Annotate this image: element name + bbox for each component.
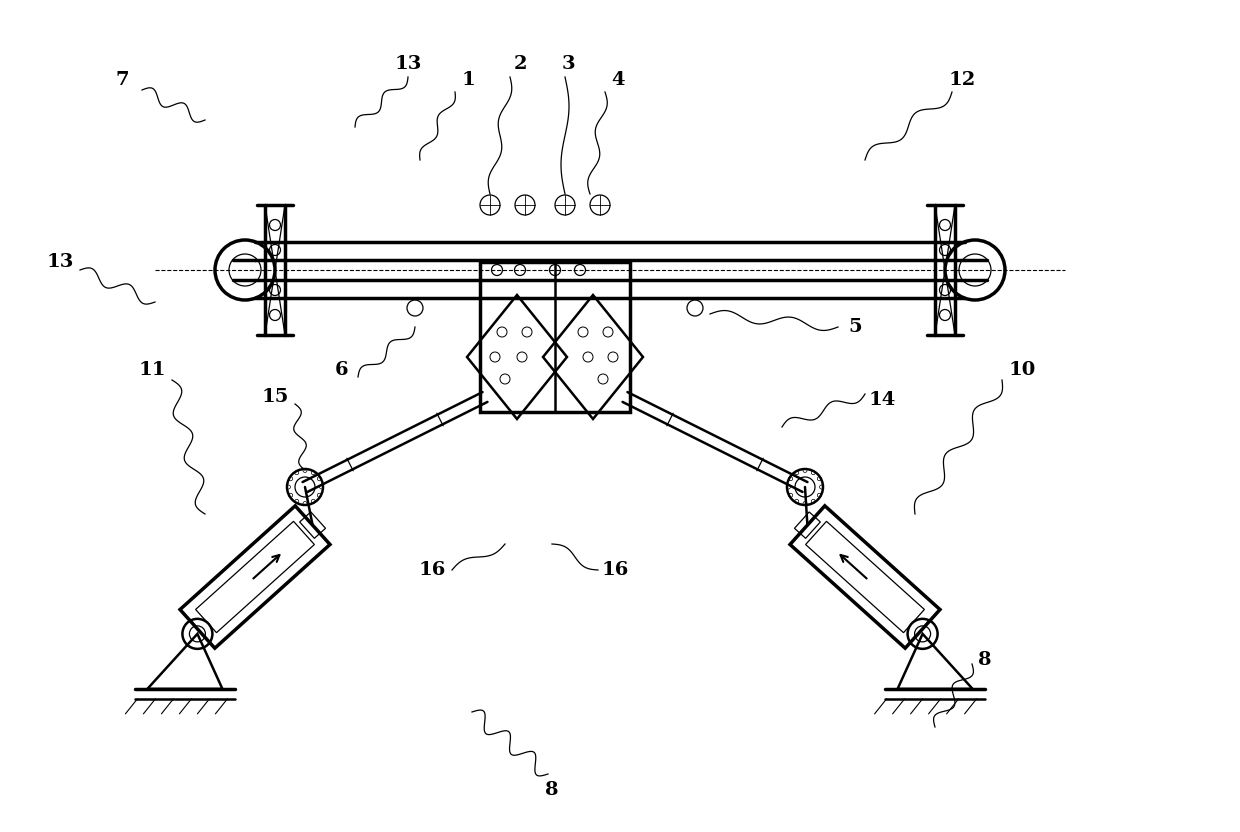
Text: 16: 16 bbox=[418, 561, 445, 579]
Text: 8: 8 bbox=[978, 651, 992, 669]
Text: 15: 15 bbox=[262, 388, 289, 406]
Text: 8: 8 bbox=[546, 781, 559, 799]
Text: 7: 7 bbox=[115, 71, 129, 89]
Text: 11: 11 bbox=[138, 361, 166, 379]
Text: 14: 14 bbox=[868, 391, 895, 409]
Text: 4: 4 bbox=[611, 71, 625, 89]
Text: 6: 6 bbox=[335, 361, 348, 379]
Text: 5: 5 bbox=[848, 318, 862, 336]
Text: 1: 1 bbox=[461, 71, 475, 89]
Text: 10: 10 bbox=[1008, 361, 1035, 379]
Bar bbox=[480, 262, 630, 412]
Text: 13: 13 bbox=[46, 253, 73, 271]
Text: 16: 16 bbox=[601, 561, 629, 579]
Text: 3: 3 bbox=[562, 55, 575, 73]
Text: 13: 13 bbox=[394, 55, 422, 73]
Text: 2: 2 bbox=[513, 55, 527, 73]
Text: 12: 12 bbox=[949, 71, 976, 89]
